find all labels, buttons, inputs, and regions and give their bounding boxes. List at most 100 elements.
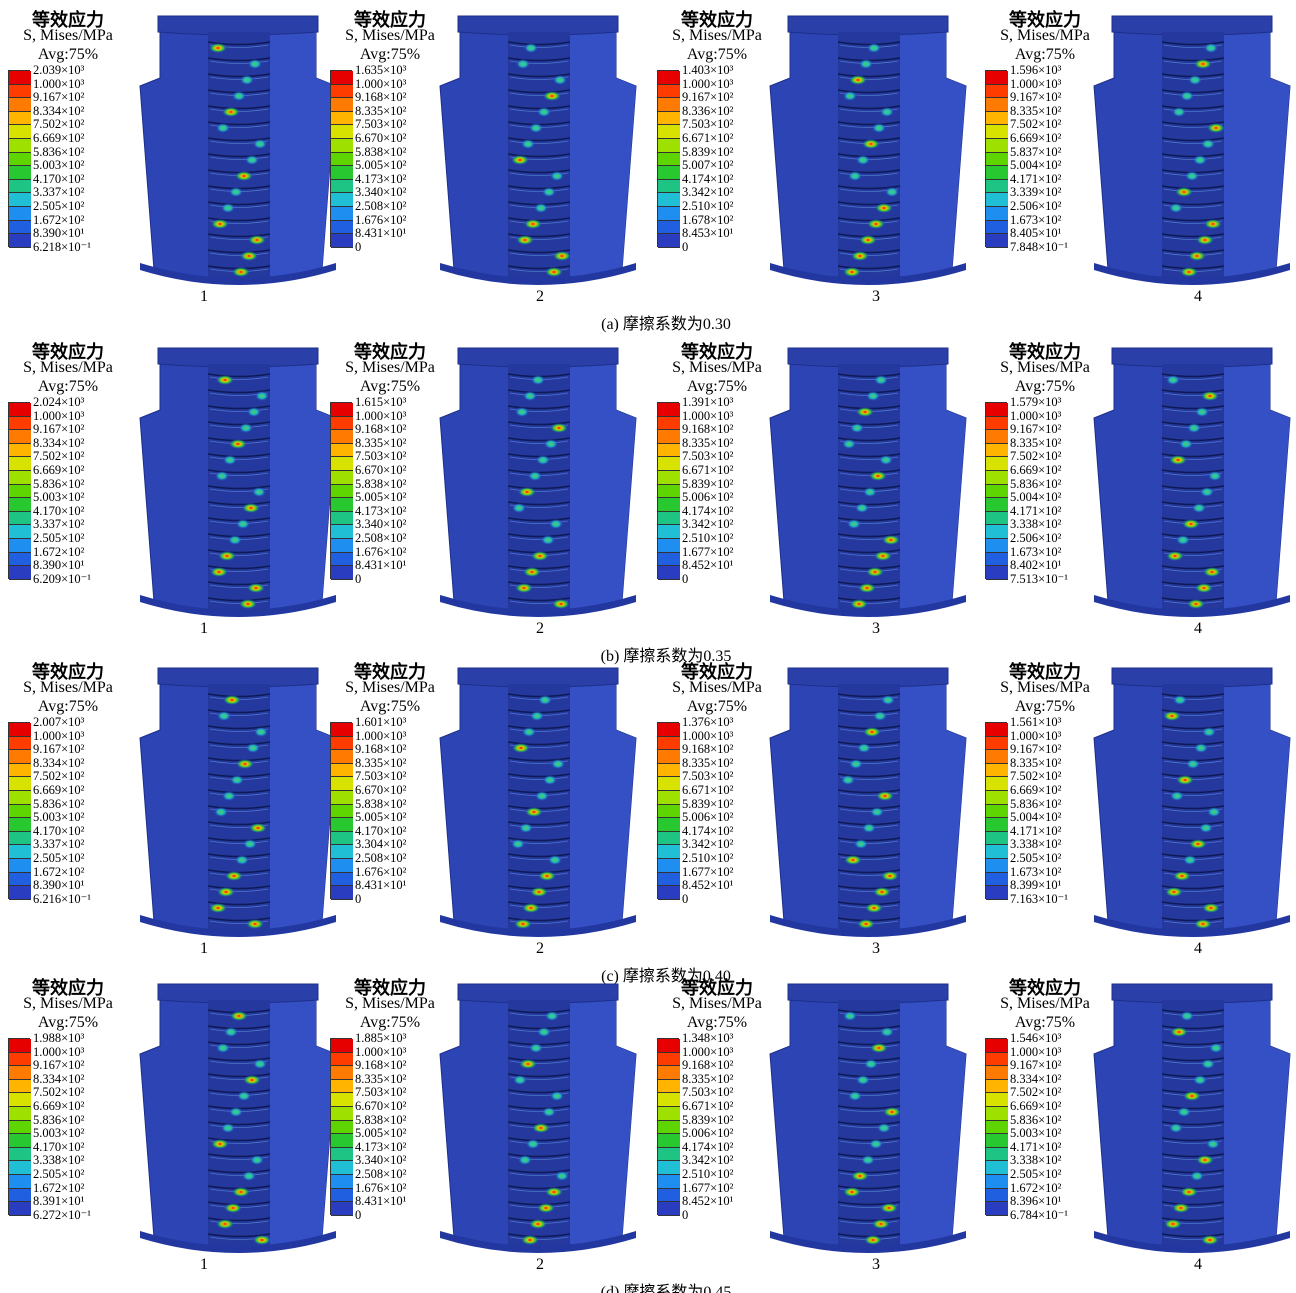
- legend-label: 5.003×10²: [1010, 1127, 1061, 1140]
- stress-hotspot: [861, 1155, 875, 1165]
- legend-band: [986, 417, 1008, 431]
- legend-label: 2.505×10²: [33, 1168, 84, 1181]
- legend-band: [658, 1066, 680, 1080]
- stress-hotspot: [856, 155, 870, 165]
- stress-hotspot: [869, 1139, 883, 1149]
- stress-contour-model: [438, 340, 638, 622]
- legend-label: 5.836×10²: [33, 478, 84, 491]
- legend-color-bar: [330, 402, 352, 579]
- legend-label: 1.673×10²: [1010, 866, 1061, 879]
- legend-label: 5.004×10²: [1010, 811, 1061, 824]
- legend-label: 4.174×10²: [682, 825, 733, 838]
- legend-band: [658, 166, 680, 180]
- stress-hotspot: [1187, 599, 1205, 609]
- legend-label: 7.503×10²: [682, 450, 733, 463]
- stress-hotspot: [222, 791, 236, 801]
- legend-label: 5.006×10²: [682, 811, 733, 824]
- legend-label: 6.669×10²: [1010, 784, 1061, 797]
- panel-label: 2: [520, 1256, 560, 1274]
- stress-hotspot: [873, 711, 887, 721]
- legend-label: 8.402×10¹: [1010, 559, 1061, 572]
- legend-label: 6.671×10²: [682, 784, 733, 797]
- legend-band: [986, 859, 1008, 873]
- legend-band: [9, 818, 31, 832]
- legend-label: 4.173×10²: [355, 505, 406, 518]
- legend-band: [658, 845, 680, 859]
- legend-label: 9.167×10²: [33, 423, 84, 436]
- stress-hotspot: [211, 219, 229, 229]
- legend-label: 1.672×10²: [33, 546, 84, 559]
- legend-label: 3.342×10²: [682, 518, 733, 531]
- stress-contour-model: [438, 8, 638, 290]
- legend-label: 1.678×10²: [682, 214, 733, 227]
- stress-hotspot: [1170, 791, 1184, 801]
- legend-band: [658, 1161, 680, 1175]
- legend-color-bar: [657, 402, 679, 579]
- stress-hotspot: [879, 455, 893, 465]
- legend-label: 4.171×10²: [1010, 173, 1061, 186]
- legend-band: [986, 153, 1008, 167]
- legend-band: [331, 98, 353, 112]
- stress-hotspot: [255, 391, 269, 401]
- legend-band: [331, 764, 353, 778]
- stress-hotspot: [531, 551, 549, 561]
- panel-label: 2: [520, 620, 560, 638]
- stress-hotspot: [543, 775, 557, 785]
- stress-hotspot: [545, 267, 563, 277]
- stress-hotspot: [1187, 423, 1201, 433]
- stress-hotspot: [239, 599, 257, 609]
- panel-label: 2: [520, 288, 560, 306]
- legend-band: [331, 553, 353, 567]
- panel-label: 1: [184, 620, 224, 638]
- legend-label: 7.502×10²: [33, 770, 84, 783]
- stress-hotspot: [552, 599, 570, 609]
- legend-label: 1.000×10³: [33, 410, 84, 423]
- legend-band: [9, 886, 31, 900]
- legend-band: [986, 512, 1008, 526]
- legend-band: [9, 1148, 31, 1162]
- legend-variable: S, Mises/MPa: [3, 27, 133, 45]
- figure: 等效应力S, Mises/MPaAvg:75%2.039×10³1.000×10…: [0, 0, 1296, 1293]
- legend-label: 5.005×10²: [355, 491, 406, 504]
- stress-hotspot: [877, 1123, 891, 1133]
- legend-label: 5.838×10²: [355, 478, 406, 491]
- stress-hotspot: [211, 1139, 229, 1149]
- stress-hotspot: [236, 759, 254, 769]
- legend-averaging: Avg:75%: [3, 1014, 133, 1032]
- legend-band: [9, 845, 31, 859]
- stress-hotspot: [1182, 519, 1200, 529]
- stress-hotspot: [541, 535, 555, 545]
- legend-band: [9, 1202, 31, 1216]
- stress-hotspot: [253, 1235, 271, 1245]
- stress-hotspot: [215, 471, 229, 481]
- legend-band: [9, 1039, 31, 1053]
- stress-hotspot: [229, 439, 247, 449]
- legend-band: [658, 417, 680, 431]
- stress-hotspot: [866, 567, 884, 577]
- cut-face: [268, 30, 336, 278]
- legend-label: 1.546×10³: [1010, 1032, 1061, 1045]
- stress-hotspot: [543, 91, 561, 101]
- legend-band: [986, 1175, 1008, 1189]
- stress-hotspot: [551, 759, 565, 769]
- stress-hotspot: [1207, 807, 1221, 817]
- legend-band: [658, 723, 680, 737]
- legend-band: [986, 1189, 1008, 1203]
- legend-label: 5.006×10²: [682, 491, 733, 504]
- legend-band: [986, 845, 1008, 859]
- legend-label: 4.174×10²: [682, 173, 733, 186]
- legend-label: 4.170×10²: [355, 825, 406, 838]
- legend-averaging: Avg:75%: [980, 46, 1110, 64]
- stress-hotspot: [545, 1187, 563, 1197]
- stress-hotspot: [1165, 887, 1183, 897]
- legend-label: 1.672×10²: [33, 866, 84, 879]
- stress-hotspot: [874, 551, 892, 561]
- legend-label: 1.676×10²: [355, 546, 406, 559]
- stress-hotspot: [859, 59, 873, 69]
- legend-label: 0: [682, 241, 688, 254]
- stress-hotspot: [862, 139, 880, 149]
- stress-hotspot: [1190, 1171, 1204, 1181]
- legend-band: [986, 71, 1008, 85]
- legend-label: 8.405×10¹: [1010, 227, 1061, 240]
- stress-hotspot: [237, 1091, 251, 1101]
